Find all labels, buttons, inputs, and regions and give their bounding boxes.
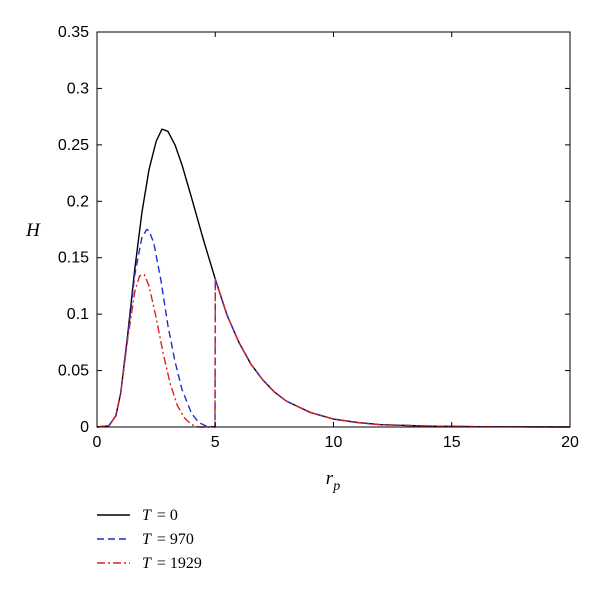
legend: T = 0 T = 970 T = 1929: [97, 507, 202, 572]
y-tick-label: 0.1: [67, 306, 89, 323]
legend-var: T: [142, 531, 152, 548]
x-axis-label: rp: [326, 468, 340, 494]
legend-label-0: T = 0: [142, 507, 178, 524]
legend-value: = 0: [157, 507, 178, 524]
x-tick-label: 5: [211, 434, 220, 451]
y-tick-label: 0.2: [67, 193, 89, 210]
tick-labels: 0 5 10 15 20 0 0.05 0.1 0.15 0.2 0.25 0.3 0.35: [58, 24, 579, 451]
plot-frame: [96, 31, 571, 428]
legend-value: = 1929: [157, 555, 202, 572]
legend-var: T: [142, 507, 152, 524]
series-line-0: [96, 128, 571, 428]
x-tick-label: 10: [325, 434, 343, 451]
axis-ticks: [96, 31, 571, 428]
y-tick-label: 0.3: [67, 80, 89, 97]
y-tick-label: 0.35: [58, 24, 89, 41]
x-axis-label-subscript: p: [332, 479, 340, 494]
series-line-1: [96, 228, 571, 428]
y-tick-label: 0.25: [58, 137, 89, 154]
legend-label-1: T = 970: [142, 531, 194, 548]
series-line-2: [96, 273, 571, 428]
legend-value: = 970: [157, 531, 194, 548]
y-axis-label: H: [25, 220, 41, 241]
x-tick-label: 15: [443, 434, 461, 451]
legend-label-2: T = 1929: [142, 555, 202, 572]
y-tick-label: 0.15: [58, 250, 89, 267]
series-group: [96, 128, 571, 428]
y-tick-label: 0.05: [58, 363, 89, 380]
x-tick-label: 20: [561, 434, 579, 451]
x-axis-label-main: r: [326, 468, 334, 489]
legend-var: T: [142, 555, 152, 572]
y-tick-label: 0: [80, 419, 89, 436]
x-tick-label: 0: [93, 434, 102, 451]
